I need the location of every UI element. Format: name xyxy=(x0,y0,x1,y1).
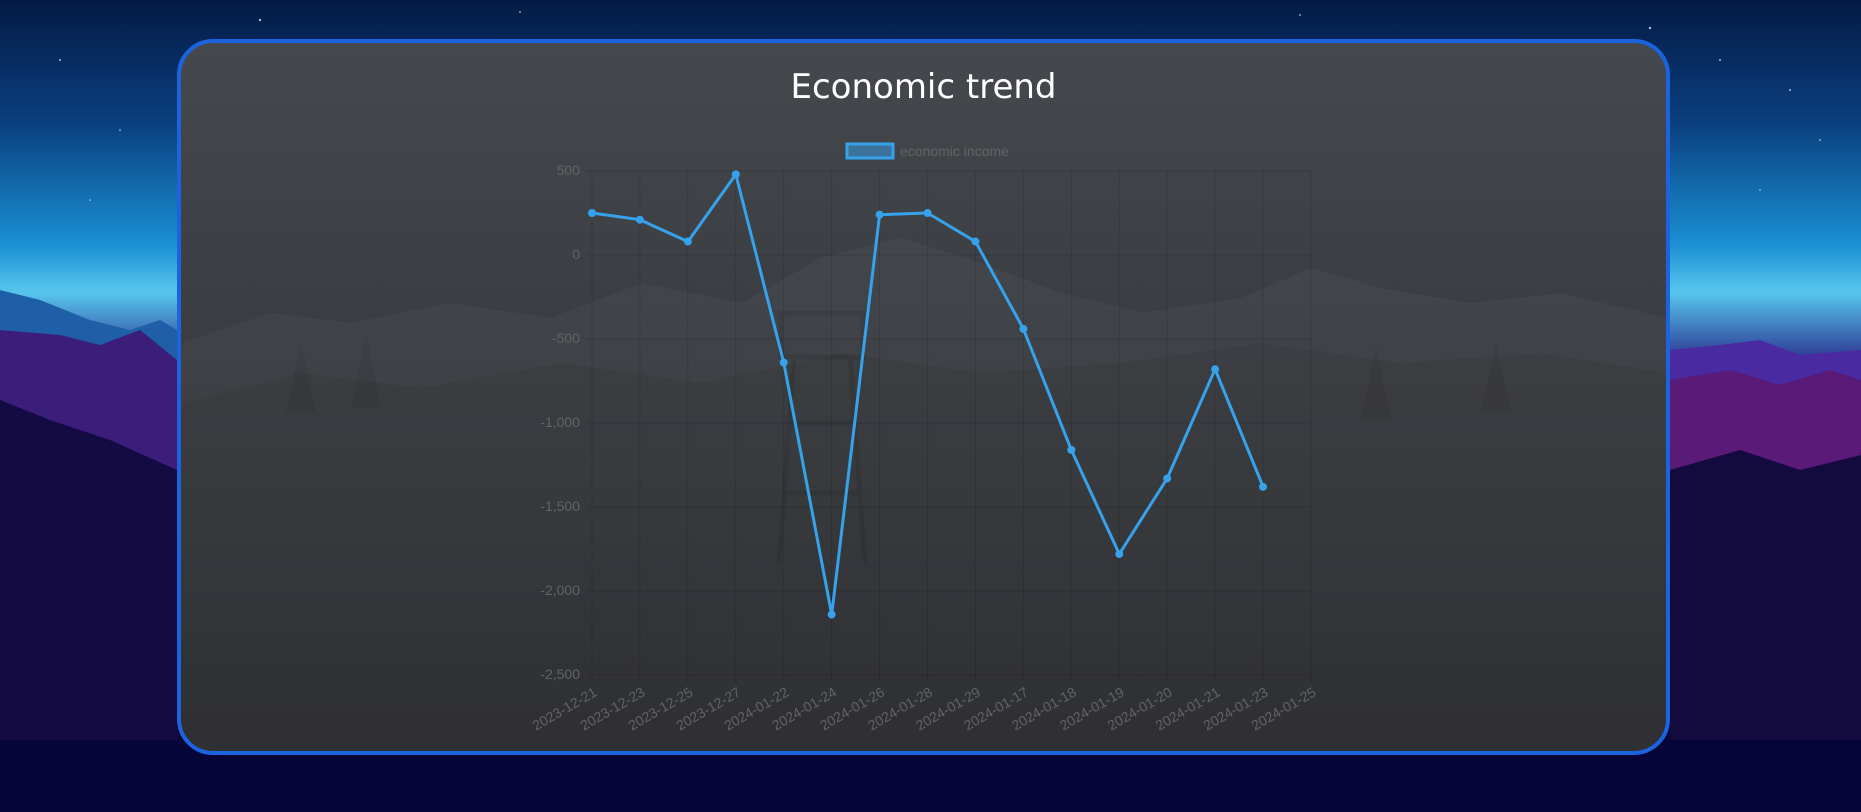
data-point xyxy=(1211,365,1220,374)
chart-title: Economic trend xyxy=(790,67,1057,107)
data-point xyxy=(683,237,692,246)
line-chart: 5000-500-1,000-1,500-2,000-2,5002023-12-… xyxy=(529,142,1319,733)
y-tick-label: -1,000 xyxy=(540,414,580,430)
data-point xyxy=(1163,474,1172,483)
y-tick-label: 0 xyxy=(572,246,580,262)
data-point xyxy=(1115,550,1124,559)
chart-grid xyxy=(586,170,1312,681)
data-point xyxy=(1259,482,1268,491)
legend-swatch xyxy=(845,142,895,160)
y-tick-label: -500 xyxy=(552,330,580,346)
y-tick-label: -2,500 xyxy=(540,666,580,682)
data-point xyxy=(971,237,980,246)
data-point xyxy=(875,210,884,219)
y-tick-label: 500 xyxy=(557,162,581,178)
data-point xyxy=(731,170,740,179)
axis-ticks: 5000-500-1,000-1,500-2,000-2,5002023-12-… xyxy=(529,162,1318,733)
legend-label: economic income xyxy=(900,143,1009,159)
chart-panel: Economic trend 500 0 -500 -1,000 -1,500 -2,00… xyxy=(177,39,1670,755)
chart-legend: economic income xyxy=(845,142,1009,160)
data-point xyxy=(923,209,932,217)
data-point xyxy=(588,209,596,217)
data-point xyxy=(779,358,788,367)
y-tick-label: -2,000 xyxy=(540,582,580,598)
data-point xyxy=(1019,324,1028,333)
series-economic-income xyxy=(588,170,1268,619)
data-point xyxy=(635,215,644,224)
y-tick-label: -1,500 xyxy=(540,498,580,514)
faded-forest-scene xyxy=(181,310,1666,751)
data-point xyxy=(1067,445,1076,454)
data-point xyxy=(827,610,836,619)
